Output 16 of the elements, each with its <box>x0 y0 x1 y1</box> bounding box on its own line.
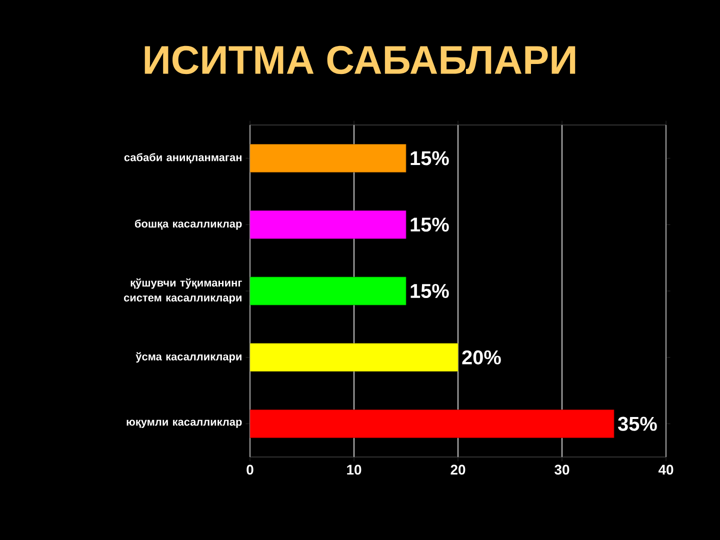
y-tick-label: юқумли касалликлар <box>126 420 242 428</box>
x-tick-label: 20 <box>450 464 466 475</box>
chart-title: ИСИТМА САБАБЛАРИ <box>144 46 576 74</box>
data-label: 15% <box>410 151 449 166</box>
x-tick-label: 40 <box>658 464 674 475</box>
y-tick-label: сабаби аниқланмаган <box>124 153 242 164</box>
x-tick-label: 30 <box>554 464 570 475</box>
data-label: 20% <box>462 350 501 364</box>
data-label: 15% <box>410 218 449 232</box>
y-tick-label: қўшувчи тўқиманинг систем касалликлари <box>124 278 242 304</box>
x-tick-label: 10 <box>347 464 362 475</box>
y-tick-label: бошқа касалликлар <box>134 219 242 230</box>
y-tick-label: ўсма касалликлари <box>136 352 242 363</box>
x-tick-label: 0 <box>246 464 254 475</box>
data-label: 35% <box>618 416 657 431</box>
data-label: 15% <box>410 284 449 298</box>
